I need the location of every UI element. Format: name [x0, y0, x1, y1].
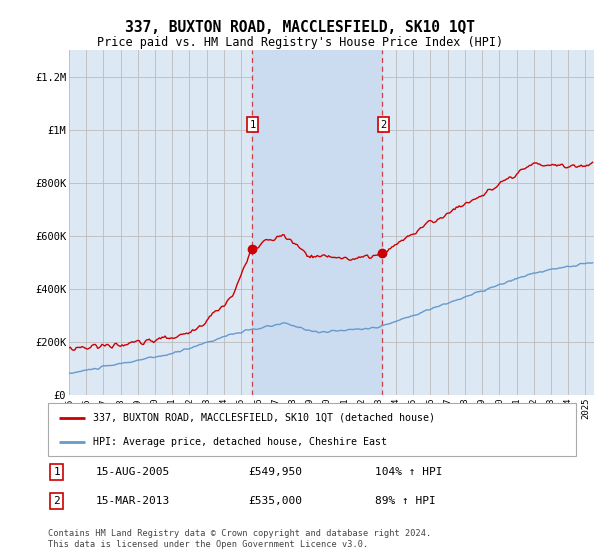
FancyBboxPatch shape — [48, 403, 576, 456]
Text: 337, BUXTON ROAD, MACCLESFIELD, SK10 1QT (detached house): 337, BUXTON ROAD, MACCLESFIELD, SK10 1QT… — [93, 413, 435, 423]
Text: Contains HM Land Registry data © Crown copyright and database right 2024.
This d: Contains HM Land Registry data © Crown c… — [48, 529, 431, 549]
Text: 337, BUXTON ROAD, MACCLESFIELD, SK10 1QT: 337, BUXTON ROAD, MACCLESFIELD, SK10 1QT — [125, 20, 475, 35]
Text: 1: 1 — [53, 467, 60, 477]
Text: 89% ↑ HPI: 89% ↑ HPI — [376, 496, 436, 506]
Text: HPI: Average price, detached house, Cheshire East: HPI: Average price, detached house, Ches… — [93, 436, 387, 446]
Text: 104% ↑ HPI: 104% ↑ HPI — [376, 467, 443, 477]
Text: 1: 1 — [250, 120, 256, 129]
Text: 15-MAR-2013: 15-MAR-2013 — [95, 496, 170, 506]
Text: 2: 2 — [380, 120, 386, 129]
Bar — [252, 50, 382, 395]
Text: £549,950: £549,950 — [248, 467, 302, 477]
Text: 15-AUG-2005: 15-AUG-2005 — [95, 467, 170, 477]
Text: Price paid vs. HM Land Registry's House Price Index (HPI): Price paid vs. HM Land Registry's House … — [97, 36, 503, 49]
Text: £535,000: £535,000 — [248, 496, 302, 506]
Text: 2: 2 — [53, 496, 60, 506]
